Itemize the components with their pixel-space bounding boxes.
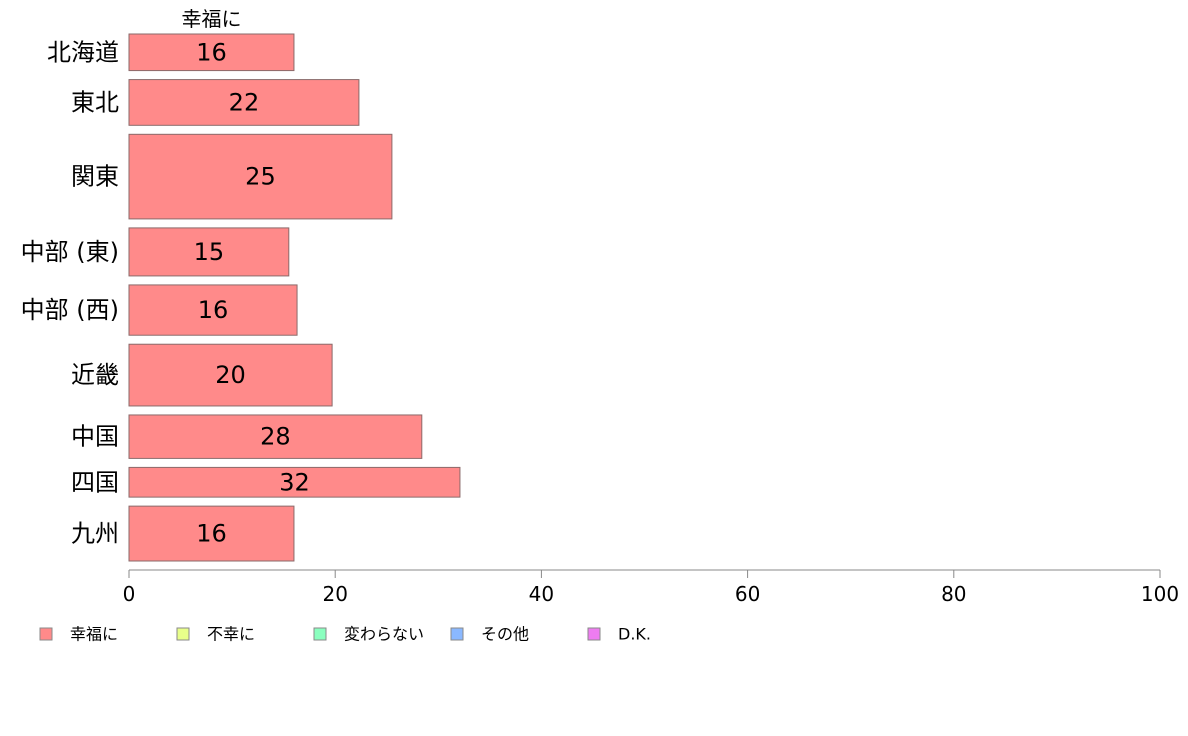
- value-label-7: 28: [260, 423, 291, 451]
- bar-4: [128, 227, 290, 277]
- legend-label-3: 変わらない: [344, 625, 424, 644]
- legend-label-4: その他: [481, 625, 529, 644]
- legend-label-2: 不幸に: [207, 625, 255, 644]
- value-label-9: 16: [196, 520, 227, 548]
- bar-8: [128, 466, 461, 498]
- category-label-5: 中部 (西): [21, 296, 119, 324]
- bar-1: [128, 33, 295, 72]
- legend: 幸福に 不幸に 変わらない その他 D.K.: [39, 625, 651, 644]
- category-label-9: 九州: [71, 520, 119, 548]
- bar-6: [128, 343, 333, 407]
- x-tick-label-40: 40: [529, 582, 554, 606]
- legend-swatch-5: [587, 627, 601, 641]
- category-label-1: 北海道: [47, 38, 119, 66]
- x-tick-label-80: 80: [941, 582, 966, 606]
- x-tick-label-60: 60: [735, 582, 760, 606]
- labels-layer: 北海道 16 東北 22 関東 25 中部 (東) 15 中部 (西) 16 近畿 20 中国 28 四国 3…: [21, 38, 310, 547]
- value-label-2: 22: [229, 88, 260, 116]
- x-tick-label-0: 0: [123, 582, 136, 606]
- bar-9: [128, 505, 295, 562]
- bars-layer: [128, 33, 461, 562]
- category-label-4: 中部 (東): [21, 238, 119, 266]
- value-label-3: 25: [245, 163, 276, 191]
- legend-swatch-2: [176, 627, 190, 641]
- legend-swatch-1: [39, 627, 53, 641]
- value-label-6: 20: [215, 361, 246, 389]
- bar-7: [128, 414, 423, 459]
- value-label-5: 16: [198, 296, 229, 324]
- legend-label-5: D.K.: [618, 625, 651, 644]
- bar-2: [128, 79, 360, 126]
- x-axis: 0 20 40 60 80 100: [123, 569, 1179, 606]
- bar-3: [128, 133, 393, 220]
- series-header: 幸福に: [181, 7, 241, 31]
- category-label-8: 四国: [71, 468, 119, 496]
- x-tick-label-100: 100: [1141, 582, 1179, 606]
- legend-swatch-3: [313, 627, 327, 641]
- legend-swatch-4: [450, 627, 464, 641]
- category-label-3: 関東: [71, 163, 119, 191]
- x-tick-label-20: 20: [322, 582, 347, 606]
- value-label-4: 15: [194, 238, 225, 266]
- value-label-8: 32: [279, 468, 310, 496]
- bar-5: [128, 284, 298, 336]
- value-label-1: 16: [196, 38, 227, 66]
- category-label-7: 中国: [71, 423, 119, 451]
- legend-label-1: 幸福に: [70, 625, 118, 644]
- category-label-2: 東北: [71, 88, 119, 116]
- category-label-6: 近畿: [71, 361, 119, 389]
